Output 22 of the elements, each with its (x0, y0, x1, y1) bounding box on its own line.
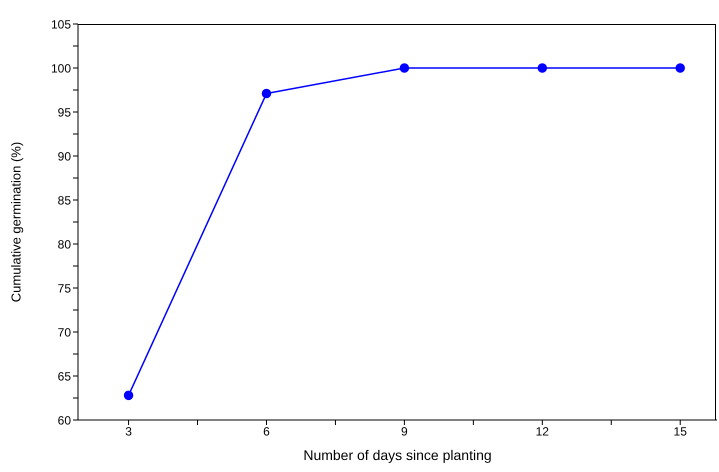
point (124, 390, 134, 400)
x-tick-label: 12 (536, 424, 550, 439)
x-tick-label: 6 (263, 424, 270, 439)
y-tick-label: 105 (50, 17, 72, 32)
x-axis-title: Number of days since planting (303, 447, 492, 463)
point (675, 63, 685, 73)
point (262, 88, 272, 98)
y-tick-label: 80 (58, 237, 72, 252)
x-tick-label: 3 (125, 424, 132, 439)
y-tick-label: 85 (58, 193, 72, 208)
point (538, 63, 548, 73)
y-tick-label: 60 (58, 413, 72, 428)
y-tick-label: 100 (50, 61, 72, 76)
x-tick-label: 9 (401, 424, 408, 439)
y-axis-title: Cumulative germination (%) (8, 142, 24, 302)
y-tick-label: 75 (58, 281, 72, 296)
point (400, 63, 410, 73)
y-tick-label: 90 (58, 149, 72, 164)
y-tick-label: 70 (58, 325, 72, 340)
y-tick-label: 95 (58, 105, 72, 120)
x-tick-label: 15 (674, 424, 688, 439)
y-tick-label: 65 (58, 369, 72, 384)
